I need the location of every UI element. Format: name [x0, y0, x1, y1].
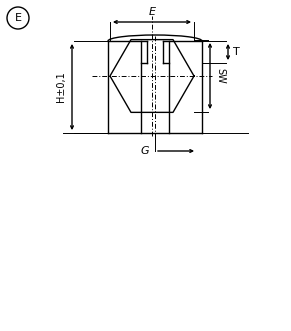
Text: H±0,1: H±0,1 [56, 71, 66, 102]
Bar [155, 41, 202, 133]
Text: T: T [233, 47, 240, 57]
Text: E: E [15, 13, 22, 23]
Text: E: E [148, 7, 155, 17]
Text: SW: SW [215, 68, 225, 84]
Text: G: G [140, 146, 149, 156]
Bar [155, 41, 169, 63]
